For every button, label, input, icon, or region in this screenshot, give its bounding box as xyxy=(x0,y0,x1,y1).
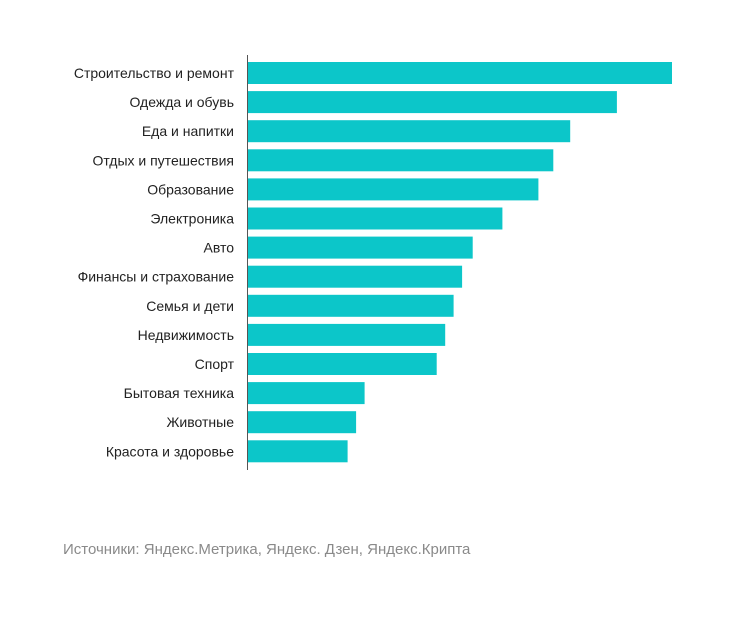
bar-4 xyxy=(248,149,554,172)
bar-7 xyxy=(248,236,473,259)
category-label-8: Финансы и страхование xyxy=(78,269,235,285)
category-label-6: Электроника xyxy=(150,211,234,227)
bar-1 xyxy=(248,62,672,84)
category-label-14: Красота и здоровье xyxy=(106,443,234,459)
category-label-4: Отдых и путешествия xyxy=(92,152,234,168)
category-label-3: Еда и напитки xyxy=(142,123,234,139)
category-label-7: Авто xyxy=(203,240,234,256)
bar-11 xyxy=(248,353,437,375)
bar-3 xyxy=(248,120,571,143)
category-label-1: Строительство и ремонт xyxy=(74,65,235,81)
bars xyxy=(248,62,672,463)
category-label-13: Животные xyxy=(167,414,235,430)
category-label-12: Бытовая техника xyxy=(124,385,235,401)
category-label-9: Семья и дети xyxy=(146,298,234,314)
category-label-2: Одежда и обувь xyxy=(129,94,234,110)
bar-8 xyxy=(248,265,463,288)
bar-5 xyxy=(248,178,539,201)
bar-9 xyxy=(248,294,454,317)
bar-6 xyxy=(248,207,503,230)
category-label-10: Недвижимость xyxy=(138,327,234,343)
bar-10 xyxy=(248,323,446,346)
bar-12 xyxy=(248,382,365,405)
bar-13 xyxy=(248,411,357,434)
bar-chart: Строительство и ремонт Одежда и обувь Еда … xyxy=(74,55,672,470)
category-label-5: Образование xyxy=(147,181,234,197)
category-label-11: Спорт xyxy=(195,356,235,372)
bar-2 xyxy=(248,91,617,114)
source-note: Источники: Яндекс.Метрика, Яндекс. Дзен,… xyxy=(63,541,471,558)
bar-14 xyxy=(248,440,348,463)
category-labels: Строительство и ремонт Одежда и обувь Еда … xyxy=(74,65,235,459)
